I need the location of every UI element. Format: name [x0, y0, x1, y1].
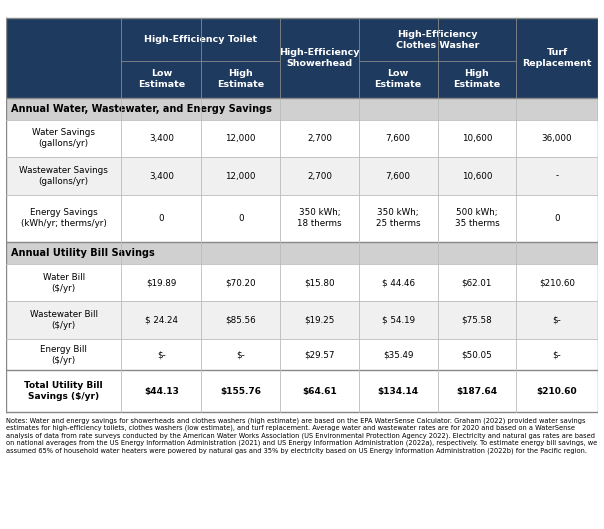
Text: $ 44.46: $ 44.46	[382, 278, 415, 287]
Text: Water Bill
($/yr): Water Bill ($/yr)	[43, 272, 85, 293]
Text: 36,000: 36,000	[542, 134, 573, 143]
Text: Low
Estimate: Low Estimate	[374, 69, 422, 89]
Text: $ 54.19: $ 54.19	[382, 316, 415, 325]
Text: $64.61: $64.61	[302, 387, 337, 396]
Text: $62.01: $62.01	[461, 278, 492, 287]
Text: $-: $-	[553, 316, 562, 325]
Bar	[201, 61, 280, 98]
Text: Energy Savings
(kWh/yr; therms/yr): Energy Savings (kWh/yr; therms/yr)	[21, 208, 107, 229]
Bar	[6, 120, 598, 157]
Bar	[121, 61, 201, 98]
Text: 7,600: 7,600	[386, 171, 411, 180]
Text: $85.56: $85.56	[225, 316, 256, 325]
Text: High-Efficiency Toilet: High-Efficiency Toilet	[144, 35, 257, 44]
Text: $70.20: $70.20	[225, 278, 256, 287]
Bar	[437, 61, 516, 98]
Text: 0: 0	[238, 214, 243, 223]
Text: High
Estimate: High Estimate	[454, 69, 501, 89]
Bar	[6, 157, 598, 195]
Bar	[6, 242, 598, 264]
Text: High-Efficiency
Showerhead: High-Efficiency Showerhead	[279, 48, 360, 68]
Text: Water Savings
(gallons/yr): Water Savings (gallons/yr)	[32, 129, 95, 149]
Bar	[6, 370, 598, 412]
Text: Low
Estimate: Low Estimate	[138, 69, 185, 89]
Text: Turf
Replacement: Turf Replacement	[522, 48, 592, 68]
Text: $19.25: $19.25	[304, 316, 335, 325]
Text: -: -	[556, 171, 559, 180]
Text: 12,000: 12,000	[225, 134, 256, 143]
Text: $155.76: $155.76	[220, 387, 262, 396]
Text: 500 kWh;
35 therms: 500 kWh; 35 therms	[455, 208, 500, 229]
Text: High-Efficiency
Clothes Washer: High-Efficiency Clothes Washer	[396, 30, 479, 50]
Text: $187.64: $187.64	[457, 387, 498, 396]
Bar	[359, 61, 437, 98]
Bar	[359, 18, 516, 61]
Bar	[280, 18, 359, 98]
Text: Wastewater Bill
($/yr): Wastewater Bill ($/yr)	[30, 310, 98, 330]
Text: $-: $-	[553, 350, 562, 359]
Text: Annual Water, Wastewater, and Energy Savings: Annual Water, Wastewater, and Energy Sav…	[11, 104, 272, 114]
Text: $-: $-	[157, 350, 165, 359]
Text: $19.89: $19.89	[146, 278, 176, 287]
Text: 3,400: 3,400	[149, 134, 174, 143]
Text: $210.60: $210.60	[537, 387, 577, 396]
Text: 2,700: 2,700	[307, 134, 332, 143]
Text: $134.14: $134.14	[378, 387, 419, 396]
Bar	[6, 339, 598, 370]
Text: Annual Utility Bill Savings: Annual Utility Bill Savings	[11, 248, 155, 258]
Bar	[6, 264, 598, 302]
Text: High
Estimate: High Estimate	[217, 69, 265, 89]
Text: 350 kWh;
25 therms: 350 kWh; 25 therms	[376, 208, 420, 229]
Text: $-: $-	[236, 350, 245, 359]
Text: 2,700: 2,700	[307, 171, 332, 180]
Text: $29.57: $29.57	[304, 350, 335, 359]
Bar	[6, 98, 598, 120]
Text: Energy Bill
($/yr): Energy Bill ($/yr)	[40, 345, 87, 365]
Text: 350 kWh;
18 therms: 350 kWh; 18 therms	[297, 208, 342, 229]
Text: $44.13: $44.13	[144, 387, 179, 396]
Text: 12,000: 12,000	[225, 171, 256, 180]
Text: $35.49: $35.49	[383, 350, 413, 359]
Text: $210.60: $210.60	[539, 278, 575, 287]
Bar	[6, 195, 598, 242]
Bar	[6, 61, 121, 98]
Bar	[516, 18, 598, 98]
Text: Notes: Water and energy savings for showerheads and clothes washers (high estima: Notes: Water and energy savings for show…	[6, 417, 597, 454]
Text: $ 24.24: $ 24.24	[145, 316, 178, 325]
Bar	[6, 302, 598, 339]
Text: Wastewater Savings
(gallons/yr): Wastewater Savings (gallons/yr)	[19, 166, 108, 186]
Text: $15.80: $15.80	[304, 278, 335, 287]
Bar	[121, 18, 280, 61]
Text: $75.58: $75.58	[461, 316, 492, 325]
Bar	[6, 18, 121, 61]
Text: 3,400: 3,400	[149, 171, 174, 180]
Text: 0: 0	[554, 214, 560, 223]
Text: 10,600: 10,600	[461, 171, 492, 180]
Text: $50.05: $50.05	[461, 350, 492, 359]
Text: Total Utility Bill
Savings ($/yr): Total Utility Bill Savings ($/yr)	[24, 381, 103, 402]
Text: 0: 0	[159, 214, 164, 223]
Text: 10,600: 10,600	[461, 134, 492, 143]
Text: 7,600: 7,600	[386, 134, 411, 143]
